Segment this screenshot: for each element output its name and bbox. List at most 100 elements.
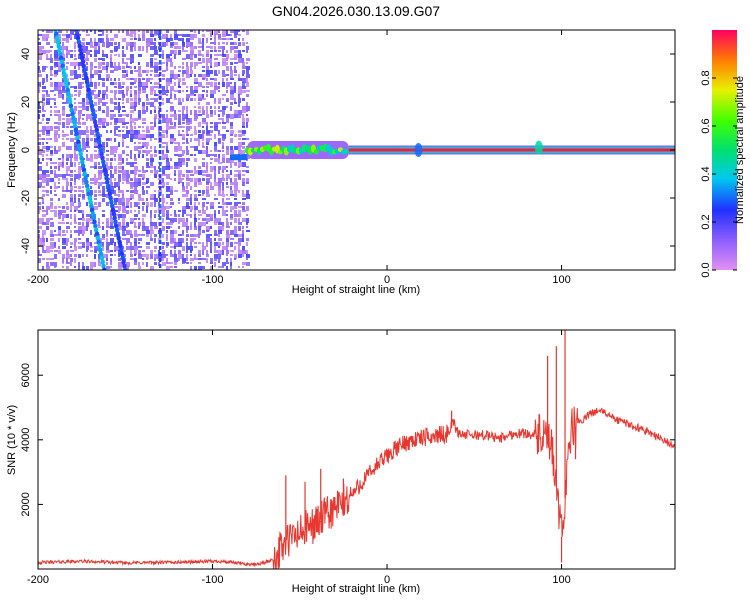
- noise-cell: [202, 230, 205, 233]
- noise-cell: [138, 46, 141, 51]
- noise-cell: [102, 146, 105, 151]
- noise-cell: [218, 102, 221, 104]
- noise-cell: [74, 254, 77, 257]
- noise-cell: [114, 166, 117, 171]
- streak-point: [64, 83, 70, 89]
- noise-cell: [190, 90, 194, 95]
- noise-cell: [174, 170, 176, 174]
- noise-cell: [50, 30, 53, 33]
- noise-cell: [170, 126, 174, 129]
- noise-cell: [98, 202, 101, 207]
- noise-cell: [90, 186, 92, 189]
- noise-cell: [126, 238, 130, 243]
- noise-cell: [206, 86, 209, 88]
- noise-cell: [66, 174, 70, 176]
- noise-cell: [70, 70, 74, 75]
- noise-cell: [102, 150, 105, 153]
- noise-cell: [66, 46, 68, 51]
- noise-cell: [202, 174, 206, 176]
- noise-cell: [86, 50, 90, 55]
- burst: [414, 143, 423, 157]
- noise-cell: [206, 206, 208, 210]
- noise-cell: [78, 30, 80, 32]
- x-tick-label: -200: [27, 274, 49, 286]
- noise-cell: [202, 190, 205, 194]
- noise-cell: [178, 158, 182, 163]
- noise-cell: [98, 34, 102, 36]
- noise-cell: [130, 222, 133, 224]
- noise-cell: [42, 190, 46, 192]
- noise-cell: [106, 150, 109, 152]
- noise-cell: [210, 126, 213, 128]
- noise-cell: [242, 66, 246, 69]
- noise-cell: [230, 266, 232, 269]
- noise-cell: [154, 138, 157, 140]
- noise-cell: [58, 126, 60, 131]
- noise-cell: [122, 46, 124, 49]
- noise-cell: [230, 50, 232, 53]
- vertical-streak-cell: [159, 144, 162, 148]
- noise-cell: [54, 122, 58, 124]
- streak-point: [95, 131, 100, 137]
- streak-point: [88, 99, 94, 105]
- noise-cell: [234, 190, 237, 195]
- noise-cell: [122, 90, 124, 95]
- noise-cell: [46, 182, 49, 186]
- noise-cell: [62, 98, 64, 100]
- noise-cell: [182, 46, 184, 50]
- noise-cell: [86, 246, 89, 250]
- noise-cell: [38, 82, 41, 87]
- noise-cell: [242, 162, 246, 167]
- noise-cell: [222, 94, 226, 96]
- noise-cell: [166, 62, 168, 66]
- noise-cell: [102, 90, 106, 95]
- noise-cell: [66, 54, 68, 58]
- noise-cell: [46, 30, 50, 33]
- noise-cell: [154, 258, 156, 261]
- noise-cell: [178, 134, 182, 136]
- noise-cell: [134, 162, 137, 164]
- noise-cell: [118, 186, 120, 190]
- noise-cell: [230, 134, 233, 136]
- y-tick-label: 40: [20, 48, 32, 60]
- noise-cell: [206, 238, 210, 242]
- noise-cell: [50, 78, 52, 80]
- noise-cell: [174, 246, 176, 249]
- noise-cell: [54, 86, 58, 91]
- noise-cell: [114, 150, 117, 153]
- noise-cell: [206, 182, 209, 185]
- noise-cell: [62, 142, 65, 147]
- noise-cell: [174, 254, 177, 258]
- noise-cell: [162, 42, 166, 47]
- streak-point: [72, 123, 78, 129]
- noise-cell: [154, 50, 158, 55]
- noise-cell: [182, 106, 185, 110]
- noise-cell: [62, 266, 64, 268]
- noise-cell: [166, 130, 168, 134]
- noise-cell: [94, 166, 97, 169]
- noise-cell: [190, 206, 193, 210]
- noise-cell: [230, 254, 233, 256]
- noise-cell: [210, 186, 214, 190]
- noise-cell: [234, 230, 237, 234]
- noise-cell: [46, 266, 50, 269]
- noise-cell: [54, 106, 57, 108]
- noise-cell: [202, 158, 205, 160]
- noise-cell: [66, 158, 69, 161]
- noise-cell: [158, 166, 160, 169]
- noise-cell: [106, 70, 108, 73]
- noise-cell: [70, 138, 74, 142]
- noise-cell: [190, 234, 194, 237]
- noise-cell: [146, 98, 149, 101]
- snr-plot-area: [38, 330, 675, 569]
- noise-cell: [162, 114, 165, 118]
- noise-cell: [82, 186, 84, 188]
- noise-cell: [166, 230, 168, 233]
- noise-cell: [130, 46, 133, 51]
- noise-cell: [238, 102, 240, 107]
- noise-cell: [198, 222, 202, 227]
- noise-cell: [50, 238, 54, 241]
- noise-cell: [162, 150, 164, 155]
- noise-cell: [174, 218, 177, 222]
- noise-cell: [154, 58, 157, 60]
